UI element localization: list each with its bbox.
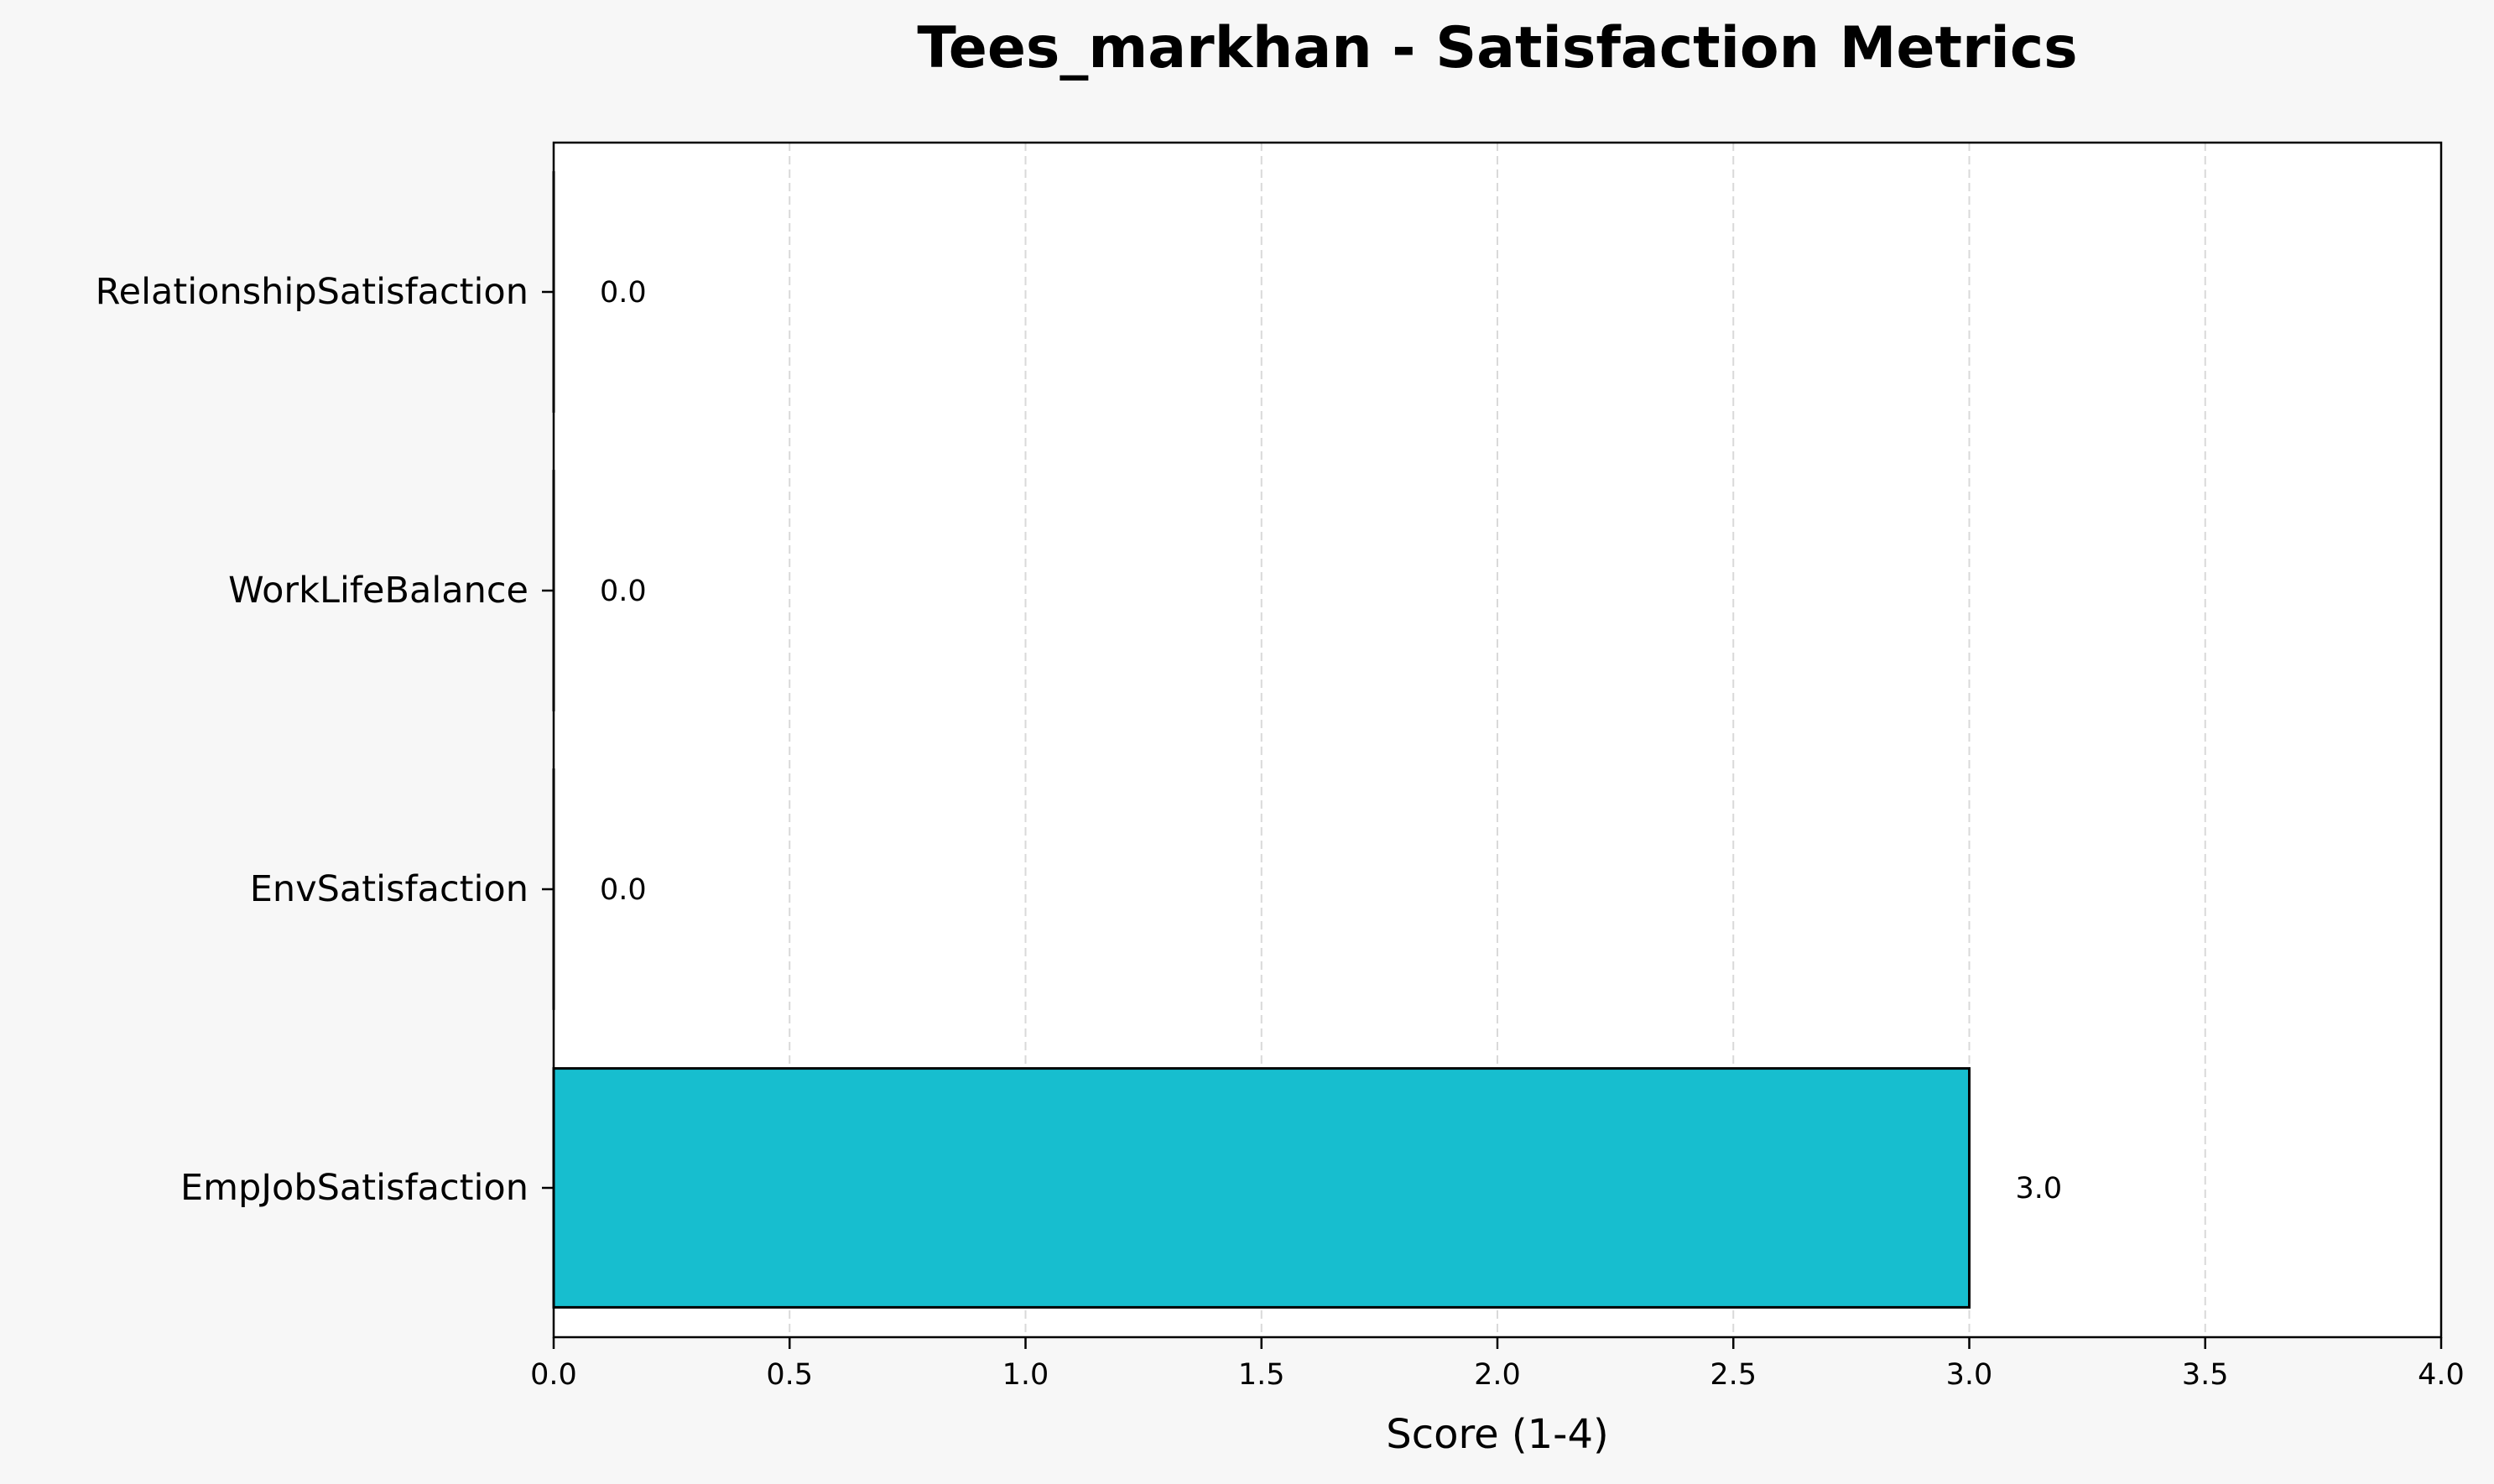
data-label: 0.0 xyxy=(600,575,647,608)
x-tick-label: 0.0 xyxy=(530,1358,577,1392)
data-label: 3.0 xyxy=(2016,1172,2063,1205)
y-tick-label: WorkLifeBalance xyxy=(228,570,528,612)
x-axis-ticks: 0.0 0.5 1.0 1.5 2.0 2.5 3.0 3.5 4.0 xyxy=(530,1337,2465,1392)
y-tick-label: EmpJobSatisfaction xyxy=(180,1167,528,1209)
x-tick-label: 3.5 xyxy=(2182,1358,2229,1392)
data-label: 0.0 xyxy=(600,873,647,907)
x-tick-label: 0.5 xyxy=(766,1358,813,1392)
bar-EmpJobSatisfaction xyxy=(552,1067,1971,1309)
bars xyxy=(552,171,1971,1309)
x-axis-label: Score (1-4) xyxy=(1386,1411,1609,1458)
y-tick-label: EnvSatisfaction xyxy=(250,868,528,910)
x-tick-label: 4.0 xyxy=(2418,1358,2465,1392)
x-tick-label: 2.5 xyxy=(1710,1358,1757,1392)
x-tick-label: 1.5 xyxy=(1238,1358,1285,1392)
chart-title: Tees_markhan - Satisfaction Metrics xyxy=(917,15,2077,81)
y-tick-label: RelationshipSatisfaction xyxy=(96,271,528,313)
x-tick-label: 3.0 xyxy=(1946,1358,1993,1392)
data-label: 0.0 xyxy=(600,276,647,310)
x-tick-label: 2.0 xyxy=(1474,1358,1521,1392)
x-tick-label: 1.0 xyxy=(1002,1358,1049,1392)
data-labels: 3.0 0.0 0.0 0.0 xyxy=(600,276,2062,1205)
y-axis-ticks: EmpJobSatisfaction EnvSatisfaction WorkLif… xyxy=(96,271,554,1209)
